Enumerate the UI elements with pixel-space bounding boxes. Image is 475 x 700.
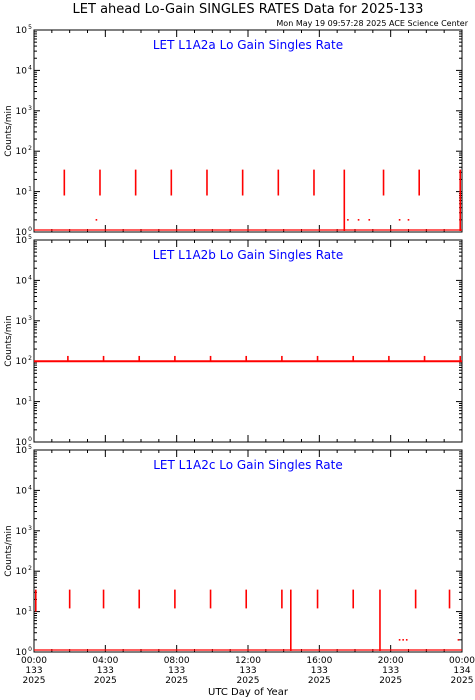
y-tick-label: 10 xyxy=(16,188,28,198)
y-tick-label: 10 xyxy=(16,567,28,577)
x-tick-labels: 00:00133202504:00133202508:00133202512:0… xyxy=(21,656,475,686)
x-tick-label: 2025 xyxy=(94,676,117,686)
y-tick-label: 10 xyxy=(16,438,28,448)
series-point xyxy=(347,219,349,221)
x-tick-label: 2025 xyxy=(308,676,331,686)
x-tick-label: 20:00 xyxy=(378,656,404,666)
x-tick-label: 133 xyxy=(97,666,114,676)
y-tick-label: 10 xyxy=(16,357,28,367)
y-tick-label-exponent: 4 xyxy=(28,64,32,71)
x-tick-label: 12:00 xyxy=(235,656,261,666)
x-tick-label: 00:00 xyxy=(449,656,475,666)
y-tick-label: 10 xyxy=(16,486,28,496)
y-tick-label: 10 xyxy=(16,276,28,286)
y-tick-label-exponent: 3 xyxy=(28,315,32,322)
series-point xyxy=(368,219,371,221)
y-tick-label: 10 xyxy=(16,107,28,117)
y-tick-label-exponent: 2 xyxy=(28,565,32,572)
timestamp: Mon May 19 09:57:28 2025 ACE Science Cen… xyxy=(276,19,468,28)
panel-title: LET L1A2b Lo Gain Singles Rate xyxy=(153,248,344,262)
x-tick-label: 133 xyxy=(382,666,399,676)
x-tick-label: 133 xyxy=(239,666,256,676)
x-axis-label: UTC Day of Year xyxy=(208,687,289,698)
y-tick-label: 10 xyxy=(16,66,28,76)
y-tick-label-exponent: 1 xyxy=(28,396,32,403)
series-point xyxy=(398,639,401,641)
y-tick-label: 10 xyxy=(16,527,28,537)
series-point xyxy=(357,219,360,221)
y-tick-label-exponent: 2 xyxy=(28,145,32,152)
y-tick-label: 10 xyxy=(16,398,28,408)
y-tick-label: 10 xyxy=(16,26,28,36)
y-tick-label: 10 xyxy=(16,236,28,246)
x-tick-label: 2025 xyxy=(379,676,402,686)
y-tick-label-exponent: 0 xyxy=(28,646,32,653)
x-tick-label: 2025 xyxy=(451,676,474,686)
x-tick-label: 16:00 xyxy=(306,656,332,666)
y-tick-label-exponent: 5 xyxy=(28,24,32,31)
y-tick-label-exponent: 5 xyxy=(28,234,32,241)
y-tick-label: 10 xyxy=(16,648,28,658)
figure-title: LET ahead Lo-Gain SINGLES RATES Data for… xyxy=(73,2,424,17)
x-tick-label: 2025 xyxy=(23,676,46,686)
y-tick-label: 10 xyxy=(16,608,28,618)
x-tick-label: 08:00 xyxy=(164,656,190,666)
x-tick-label: 133 xyxy=(25,666,42,676)
series-point xyxy=(407,219,410,221)
y-tick-label-exponent: 3 xyxy=(28,105,32,112)
panel-title: LET L1A2c Lo Gain Singles Rate xyxy=(153,458,343,472)
series-point xyxy=(398,219,401,221)
y-tick-label-exponent: 3 xyxy=(28,525,32,532)
y-axis-label: Counts/min xyxy=(4,525,14,576)
y-axis-label: Counts/min xyxy=(4,105,14,156)
y-tick-label-exponent: 2 xyxy=(28,355,32,362)
series-point xyxy=(95,219,98,221)
y-tick-label: 10 xyxy=(16,317,28,327)
x-tick-label: 133 xyxy=(168,666,185,676)
x-tick-label: 04:00 xyxy=(92,656,118,666)
x-tick-label: 133 xyxy=(311,666,328,676)
x-tick-label: 134 xyxy=(453,666,470,676)
y-tick-label: 10 xyxy=(16,446,28,456)
y-tick-label-exponent: 5 xyxy=(28,444,32,451)
y-tick-label: 10 xyxy=(16,228,28,238)
x-tick-label: 00:00 xyxy=(21,656,47,666)
series-point xyxy=(405,639,408,641)
y-tick-label: 10 xyxy=(16,147,28,157)
x-tick-label: 2025 xyxy=(165,676,188,686)
y-tick-label-exponent: 1 xyxy=(28,186,32,193)
series-point xyxy=(402,639,404,641)
series-point xyxy=(457,639,460,641)
y-tick-label-exponent: 0 xyxy=(28,436,32,443)
y-tick-label-exponent: 0 xyxy=(28,226,32,233)
panel-title: LET L1A2a Lo Gain Singles Rate xyxy=(153,38,343,52)
x-tick-label: 2025 xyxy=(237,676,260,686)
y-tick-label-exponent: 4 xyxy=(28,484,32,491)
y-tick-label-exponent: 1 xyxy=(28,606,32,613)
y-axis-label: Counts/min xyxy=(4,315,14,366)
y-tick-label-exponent: 4 xyxy=(28,274,32,281)
